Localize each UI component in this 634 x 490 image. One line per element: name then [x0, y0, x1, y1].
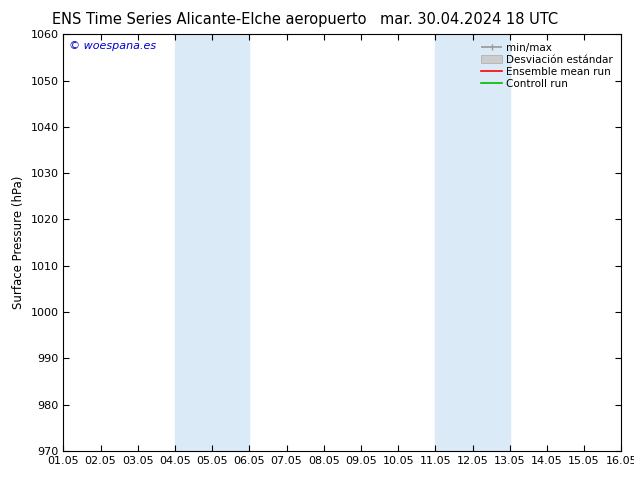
Text: ENS Time Series Alicante-Elche aeropuerto: ENS Time Series Alicante-Elche aeropuert… [52, 12, 366, 27]
Bar [436, 34, 510, 451]
Text: © woespana.es: © woespana.es [69, 41, 156, 50]
Y-axis label: Surface Pressure (hPa): Surface Pressure (hPa) [12, 176, 25, 309]
Bar [175, 34, 249, 451]
Legend: min/max, Desviación estándar, Ensemble mean run, Controll run: min/max, Desviación estándar, Ensemble m… [478, 40, 616, 92]
Text: mar. 30.04.2024 18 UTC: mar. 30.04.2024 18 UTC [380, 12, 558, 27]
